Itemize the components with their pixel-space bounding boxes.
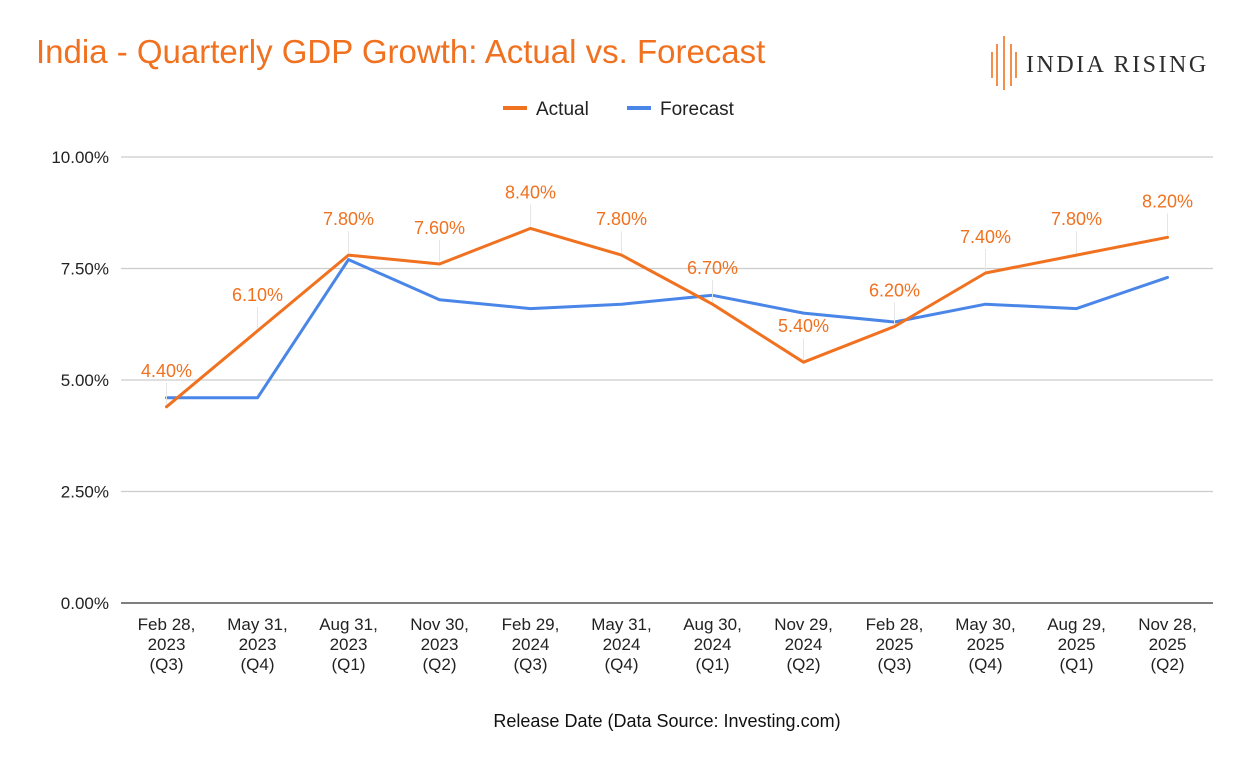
data-label-actual: 7.80%: [1051, 209, 1102, 229]
legend-label-actual: Actual: [536, 99, 589, 120]
data-label-actual: 7.40%: [960, 227, 1011, 247]
x-tick-label: Aug 29, 2025 (Q1): [1047, 615, 1106, 674]
legend-label-forecast: Forecast: [660, 99, 735, 120]
x-tick-label: Feb 28, 2025 (Q3): [866, 615, 924, 674]
brand-name: INDIA RISING: [1026, 52, 1209, 78]
data-label-actual: 7.60%: [414, 218, 465, 238]
y-tick-label: 2.50%: [61, 483, 109, 502]
data-label-actual: 4.40%: [141, 361, 192, 381]
india-rising-logo-icon: [991, 36, 1017, 90]
x-axis-ticks: Feb 28, 2023 (Q3) May 31, 2023 (Q4) Aug 31, 202…: [138, 615, 1197, 674]
data-label-actual: 7.80%: [323, 209, 374, 229]
brand-logo: INDIA RISING: [991, 36, 1209, 90]
data-label-actual: 5.40%: [778, 316, 829, 336]
x-tick-label: Feb 29, 2024 (Q3): [502, 615, 560, 674]
x-axis-label: Release Date (Data Source: Investing.com…: [493, 711, 840, 731]
gridlines: [121, 156, 1213, 604]
x-tick-label: Aug 31, 2023 (Q1): [319, 615, 378, 674]
x-tick-label: Nov 30, 2023 (Q2): [410, 615, 469, 674]
data-label-actual: 7.80%: [596, 209, 647, 229]
y-tick-label: 5.00%: [61, 371, 109, 390]
data-label-actual: 8.20%: [1142, 191, 1193, 211]
data-labels: 4.40% 6.10% 7.80% 7.60% 8.40% 7.80% 6.70% 5.40%…: [141, 182, 1193, 405]
series-line-forecast: [165, 258, 1169, 400]
x-tick-label: May 31, 2023 (Q4): [227, 615, 287, 674]
y-tick-label: 10.00%: [51, 148, 109, 167]
data-label-actual: 6.10%: [232, 285, 283, 305]
x-tick-label: Nov 28, 2025 (Q2): [1138, 615, 1197, 674]
legend: Actual Forecast: [503, 99, 735, 120]
x-tick-label: May 30, 2025 (Q4): [955, 615, 1015, 674]
data-label-actual: 6.20%: [869, 280, 920, 300]
y-tick-label: 7.50%: [61, 260, 109, 279]
data-label-actual: 6.70%: [687, 258, 738, 278]
x-tick-label: Nov 29, 2024 (Q2): [774, 615, 833, 674]
data-label-actual: 8.40%: [505, 182, 556, 202]
y-axis-ticks: 0.00% 2.50% 5.00% 7.50% 10.00%: [51, 148, 109, 613]
series-lines: [165, 226, 1169, 409]
series-line-actual: [165, 226, 1169, 409]
x-tick-label: May 31, 2024 (Q4): [591, 615, 651, 674]
y-tick-label: 0.00%: [61, 594, 109, 613]
x-tick-label: Feb 28, 2023 (Q3): [138, 615, 196, 674]
x-tick-label: Aug 30, 2024 (Q1): [683, 615, 742, 674]
chart-title: India - Quarterly GDP Growth: Actual vs.…: [36, 33, 765, 70]
